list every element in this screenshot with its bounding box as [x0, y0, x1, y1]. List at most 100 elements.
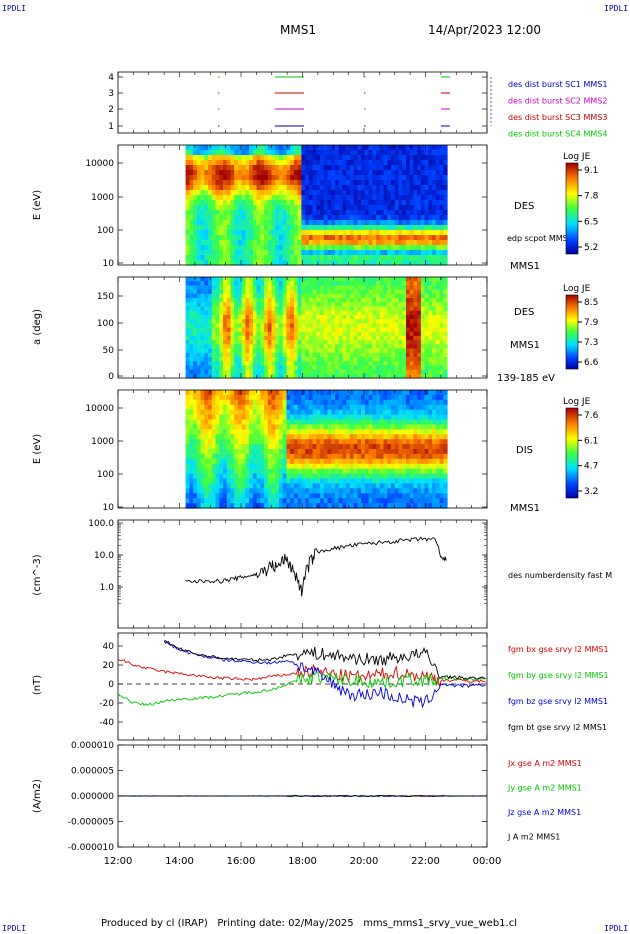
spectrogram-cell	[394, 170, 400, 176]
spectrogram-cell	[286, 468, 291, 475]
spectrogram-cell	[234, 478, 239, 484]
spectrogram-cell	[342, 289, 347, 295]
spectrogram-cell	[368, 195, 373, 201]
spectrogram-cell	[204, 310, 209, 316]
spectrogram-cell	[376, 235, 381, 241]
spectrogram-cell	[267, 390, 273, 396]
spectrogram-cell	[256, 240, 261, 246]
spectrogram-cell	[387, 390, 392, 396]
spectrogram-cell	[361, 170, 366, 176]
spectrogram-cell	[372, 424, 377, 430]
spectrogram-cell	[342, 439, 347, 445]
spectrogram-cell	[308, 255, 314, 261]
spectrogram-cell	[320, 365, 325, 371]
spectrogram-cell	[215, 260, 220, 266]
spectrogram-cell	[286, 235, 291, 241]
spectrogram-cell	[293, 409, 299, 416]
spectrogram-cell	[338, 419, 343, 425]
spectrogram-cell	[439, 306, 444, 312]
spectrogram-cell	[402, 340, 407, 345]
spectrogram-cell	[204, 200, 209, 206]
spectrogram-cell	[327, 404, 332, 411]
spectrogram-cell	[320, 190, 325, 196]
spectrogram-cell	[301, 373, 306, 379]
spectrogram-cell	[383, 444, 388, 450]
spectrogram-cell	[383, 419, 388, 425]
spectrogram-cell	[245, 357, 250, 362]
spectrogram-cell	[406, 340, 411, 345]
spectrogram-cell	[204, 190, 209, 196]
spectrogram-cell	[357, 145, 362, 151]
spectrogram-cell	[406, 302, 411, 308]
spectrogram-cell	[346, 458, 351, 465]
spectrogram-cell	[342, 458, 347, 465]
spectrogram-cell	[219, 210, 224, 216]
spectrogram-cell	[189, 255, 194, 261]
spectrogram-cell	[417, 298, 422, 303]
spectrogram-cell	[432, 277, 437, 282]
spectrogram-cell	[256, 289, 261, 295]
spectrogram-cell	[279, 348, 284, 354]
spectrogram-cell	[275, 468, 280, 475]
spectrogram-cell	[275, 289, 280, 295]
spectrogram-cell	[196, 250, 202, 256]
spectrogram-cell	[271, 175, 276, 181]
spectrogram-cell	[234, 493, 239, 499]
spectrogram-cell	[316, 170, 321, 176]
spectrogram-cell	[215, 331, 220, 337]
spectrogram-cell	[271, 281, 276, 286]
spectrogram-cell	[361, 361, 366, 366]
colorbar-tick-label: 6.5	[584, 217, 598, 227]
spectrogram-cell	[185, 331, 190, 337]
spectrogram-cell	[215, 361, 220, 366]
spectrogram-cell	[376, 483, 381, 489]
spectrogram-cell	[237, 306, 243, 312]
spectrogram-cell	[376, 365, 381, 371]
spectrogram-cell	[200, 255, 205, 261]
spectrogram-cell	[204, 155, 209, 161]
spectrogram-cell	[420, 306, 426, 312]
spectrogram-cell	[193, 155, 198, 161]
spectrogram-cell	[234, 293, 239, 299]
spectrogram-cell	[376, 498, 381, 504]
spectrogram-cell	[417, 285, 422, 291]
spectrogram-cell	[245, 215, 250, 221]
spectrogram-cell	[211, 344, 217, 350]
spectrogram-cell	[331, 220, 336, 226]
spectrogram-cell	[237, 340, 243, 345]
spectrogram-cell	[241, 230, 246, 236]
spectrogram-cell	[275, 365, 280, 371]
spectrogram-cell	[196, 463, 202, 470]
spectrogram-cell	[301, 310, 306, 316]
spectrogram-cell	[424, 250, 429, 256]
spectrogram-cell	[409, 180, 414, 186]
spectrogram-cell	[372, 165, 377, 171]
spectrogram-cell	[376, 314, 381, 320]
spectrogram-cell	[260, 373, 265, 379]
spectrogram-cell	[290, 310, 295, 316]
spectrogram-cell	[293, 369, 299, 375]
spectrogram-cell	[402, 365, 407, 371]
spectrogram-cell	[320, 335, 325, 341]
spectrogram-cell	[264, 245, 269, 251]
spectrogram-cell	[361, 165, 366, 171]
spectrogram-cell	[196, 503, 202, 509]
spectrogram-cell	[323, 145, 329, 151]
spectrogram-cell	[357, 230, 362, 236]
spectrogram-cell	[196, 399, 202, 406]
spectrogram-cell	[320, 483, 325, 489]
spectrogram-cell	[331, 348, 336, 354]
spectrogram-cell	[391, 220, 396, 226]
spectrogram-cell	[331, 245, 336, 251]
spectrogram-cell	[193, 210, 198, 216]
spectrogram-cell	[290, 250, 295, 256]
spectrogram-cell	[193, 200, 198, 206]
spectrogram-cell	[234, 483, 239, 489]
spectrogram-cell	[249, 331, 254, 337]
spectrogram-cell	[387, 170, 392, 176]
spectrogram-cell	[349, 468, 355, 475]
spectrogram-cell	[211, 170, 217, 176]
spectrogram-cell	[357, 170, 362, 176]
spectrogram-cell	[398, 285, 403, 291]
spectrogram-cell	[234, 373, 239, 379]
